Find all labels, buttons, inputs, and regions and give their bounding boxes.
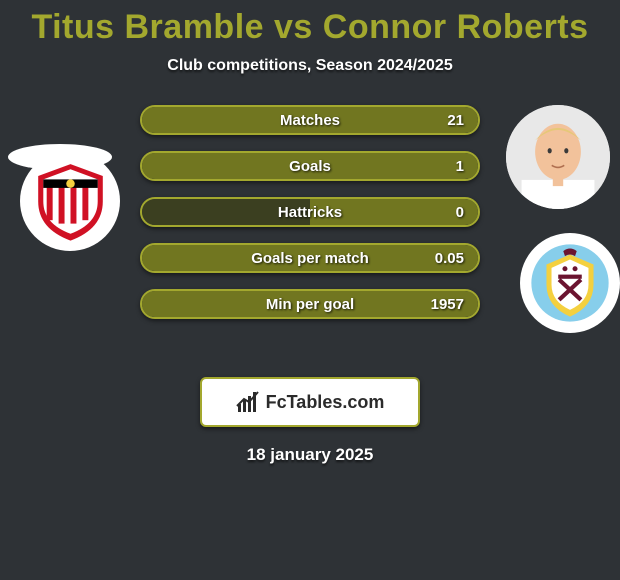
chart-icon <box>236 390 260 414</box>
sunderland-crest-icon <box>28 159 113 244</box>
stat-value: 1957 <box>431 296 464 313</box>
branding-text: FcTables.com <box>266 392 385 413</box>
club-left-badge <box>20 151 120 251</box>
subtitle: Club competitions, Season 2024/2025 <box>0 57 620 75</box>
stat-label: Goals per match <box>142 250 478 267</box>
stat-value: 1 <box>456 158 464 175</box>
stat-bar: Matches21 <box>140 105 480 135</box>
stat-value: 21 <box>447 112 464 129</box>
stat-label: Matches <box>142 112 478 129</box>
stat-label: Min per goal <box>142 296 478 313</box>
page-title: Titus Bramble vs Connor Roberts <box>0 0 620 47</box>
stat-bar: Hattricks0 <box>140 197 480 227</box>
stat-bars: Matches21 Goals1 Hattricks0 Goals per match… <box>140 105 480 335</box>
player-right-portrait <box>506 105 610 209</box>
stat-value: 0 <box>456 204 464 221</box>
stat-bar: Goals1 <box>140 151 480 181</box>
burnley-crest-icon <box>528 241 612 325</box>
stat-bar: Min per goal1957 <box>140 289 480 319</box>
player-right-avatar <box>506 105 610 209</box>
date-text: 18 january 2025 <box>0 445 620 465</box>
branding-badge: FcTables.com <box>200 377 420 427</box>
club-right-badge <box>520 233 620 333</box>
stat-bar: Goals per match0.05 <box>140 243 480 273</box>
stat-value: 0.05 <box>435 250 464 267</box>
stat-label: Hattricks <box>142 204 478 221</box>
stat-label: Goals <box>142 158 478 175</box>
comparison-content: Matches21 Goals1 Hattricks0 Goals per match… <box>0 105 620 365</box>
